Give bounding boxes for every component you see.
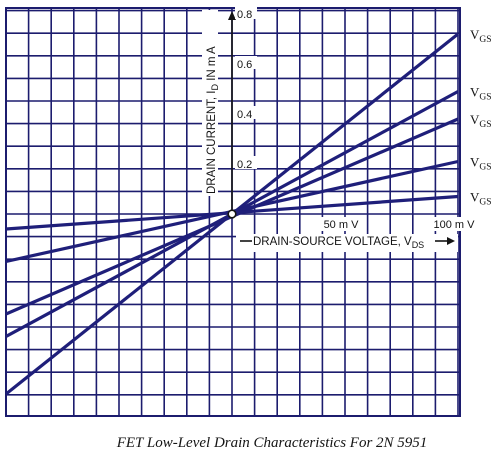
axes: 0.2 0.4 0.6 0.8 50 m V 100 m V: [227, 6, 478, 231]
plot-frame: [5, 7, 461, 417]
y-axis-label: DRAIN CURRENT, ID IN m A: [206, 46, 220, 194]
x-tick-label-bg: [430, 217, 478, 231]
origin-marker: [227, 209, 237, 219]
series-label-4: VGS: [470, 155, 492, 173]
x-tick-label-bg: [320, 217, 362, 231]
x-axis-arrow: [447, 237, 455, 245]
y-axis-arrow: [228, 11, 236, 20]
x-axis-label-bg: [236, 234, 458, 252]
series-label-5: VGS: [470, 190, 492, 208]
series-label-3: VGS: [470, 112, 492, 130]
x-axis-label: DRAIN-SOURCE VOLTAGE, VDS: [253, 236, 424, 250]
y-tick-label: 0.4: [237, 109, 252, 121]
series-label-2: VGS: [470, 85, 492, 103]
y-tick-label-bg: [235, 6, 257, 19]
y-axis-label-bg: [202, 10, 218, 196]
chart-caption: FET Low-Level Drain Characteristics For …: [116, 435, 428, 451]
y-tick-label: 0.2: [237, 159, 252, 171]
y-tick-label: 0.8: [237, 9, 252, 21]
y-tick-label-bg: [235, 156, 257, 169]
x-tick-label: 100 m V: [434, 219, 476, 231]
grid: [5, 7, 461, 417]
x-tick-label: 50 m V: [324, 219, 360, 231]
y-tick-label-bg: [235, 106, 257, 119]
y-tick-label-bg: [235, 56, 257, 69]
y-tick-label: 0.6: [237, 59, 252, 71]
series-label-1: VGS: [470, 27, 492, 45]
labels: DRAIN CURRENT, ID IN m A DRAIN-SOURCE VOL…: [202, 10, 492, 252]
